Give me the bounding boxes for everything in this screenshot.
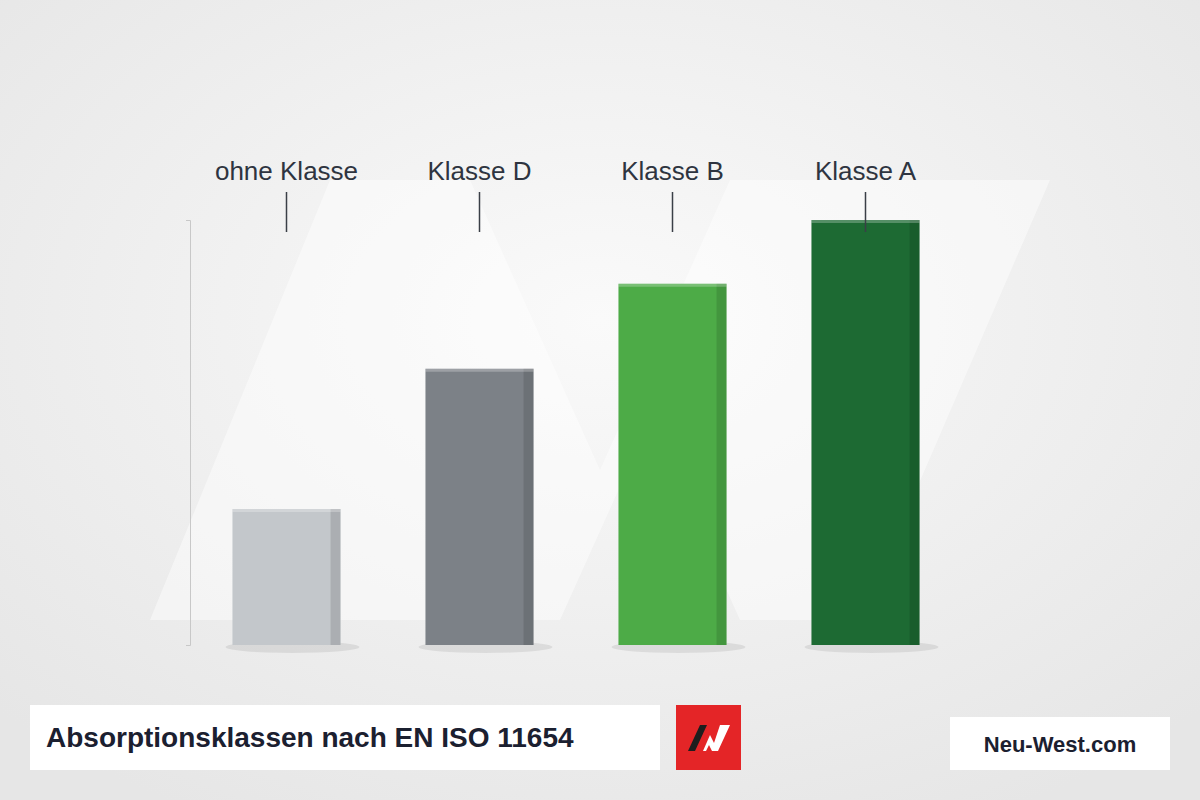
bars: [232, 220, 919, 645]
bar-top: [232, 509, 340, 512]
bar-side: [524, 369, 534, 645]
logo-stroke: [688, 725, 707, 751]
x-tick: Klasse B: [621, 156, 724, 232]
bar-side: [331, 509, 341, 645]
x-tick: Klasse A: [815, 156, 917, 232]
source-box: [950, 717, 1170, 770]
x-tick-mark: [865, 192, 867, 232]
bar: [232, 509, 340, 645]
title: Absorptionsklassen nach EN ISO 11654: [46, 722, 574, 753]
category-label: Klasse B: [621, 156, 724, 186]
logo-box: [676, 705, 741, 770]
caption: Absorptionsklassen nach EN ISO 11654: [30, 705, 660, 770]
bar-group: [232, 509, 340, 645]
y-tick-mark: [186, 220, 190, 221]
bar-group: [618, 284, 726, 645]
bar-group: [811, 220, 919, 645]
y-tick-mark: [186, 645, 190, 646]
y-tick: [186, 220, 190, 221]
y-tick: [186, 645, 190, 646]
background: [0, 0, 1200, 800]
y-axis-line: [186, 221, 191, 646]
x-axis: ohne Klasse Klasse D Klasse B Klasse A: [215, 156, 917, 232]
x-tick-mark: [672, 192, 674, 232]
source-label: Neu-West.com: [984, 732, 1136, 757]
source: Neu-West.com: [950, 717, 1170, 770]
bar-side: [717, 284, 727, 645]
x-tick-mark: [286, 192, 288, 232]
category-label: Klasse A: [815, 156, 917, 186]
bar: [425, 369, 533, 645]
bar-top: [618, 284, 726, 287]
title-box: [30, 705, 660, 770]
y-axis: [186, 221, 191, 646]
bar-top: [425, 369, 533, 372]
x-tick-mark: [479, 192, 481, 232]
bar-group: [425, 369, 533, 645]
category-label: Klasse D: [427, 156, 531, 186]
x-tick: ohne Klasse: [215, 156, 358, 232]
bar-side: [910, 220, 920, 645]
logo: [676, 705, 741, 770]
logo-stroke: [703, 725, 730, 751]
x-tick: Klasse D: [427, 156, 531, 232]
bar: [811, 220, 919, 645]
bar: [618, 284, 726, 645]
category-label: ohne Klasse: [215, 156, 358, 186]
chart-svg: ohne Klasse Klasse D Klasse B Klasse A Absor…: [0, 0, 1200, 800]
